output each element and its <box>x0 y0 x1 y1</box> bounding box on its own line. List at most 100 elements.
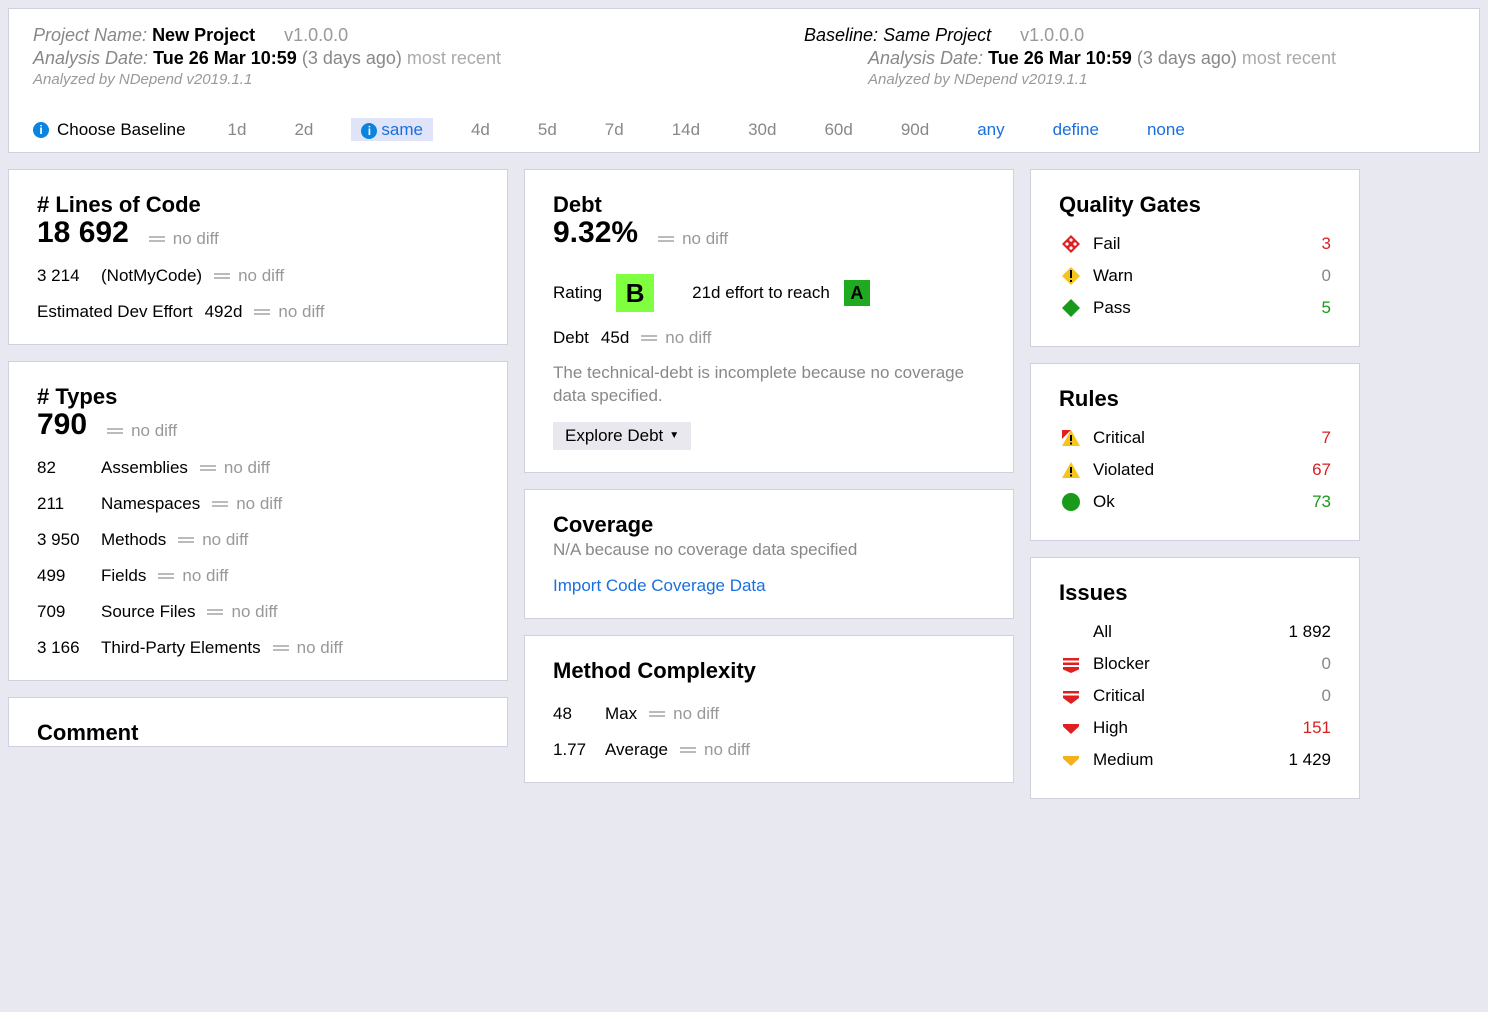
quality-gates-card: Quality Gates Fail 3 Warn 0 Pass5 <box>1030 169 1360 347</box>
stat-value: 3 <box>1271 234 1331 254</box>
baseline-option-14d[interactable]: 14d <box>662 118 710 141</box>
nodiff-icon <box>207 609 223 615</box>
types-row-label: Namespaces <box>101 494 200 514</box>
baseline-name: Same Project <box>883 25 991 45</box>
baseline-ago: (3 days ago) <box>1137 48 1237 68</box>
stat-row[interactable]: Fail 3 <box>1059 228 1331 260</box>
stat-row[interactable]: Pass5 <box>1059 292 1331 324</box>
baseline-option-4d[interactable]: 4d <box>461 118 500 141</box>
loc-value: 18 692 <box>37 216 129 250</box>
nodiff: no diff <box>680 740 750 760</box>
stat-label: Blocker <box>1093 654 1261 674</box>
baseline-analysis-date: Tue 26 Mar 10:59 <box>988 48 1132 68</box>
baseline-option-define[interactable]: define <box>1043 118 1109 141</box>
debt-pct: 9.32% <box>553 216 638 250</box>
stat-label: Ok <box>1093 492 1261 512</box>
stat-row[interactable]: All1 892 <box>1059 616 1331 648</box>
high-icon <box>1059 718 1083 738</box>
stat-value: 0 <box>1271 266 1331 286</box>
nodiff: no diff <box>149 229 219 249</box>
stat-label: Violated <box>1093 460 1261 480</box>
baseline-option-60d[interactable]: 60d <box>814 118 862 141</box>
baseline-option-1d[interactable]: 1d <box>218 118 257 141</box>
stat-row[interactable]: Critical 7 <box>1059 422 1331 454</box>
stat-label: Medium <box>1093 750 1261 770</box>
choose-baseline-label: Choose Baseline <box>57 120 186 140</box>
complexity-avg-val: 1.77 <box>553 740 593 760</box>
explore-debt-button[interactable]: Explore Debt ▼ <box>553 422 691 450</box>
baseline-option-none[interactable]: none <box>1137 118 1195 141</box>
analysis-ago: (3 days ago) <box>302 48 402 68</box>
baseline-recent: most recent <box>1242 48 1336 68</box>
baseline-option-any[interactable]: any <box>967 118 1014 141</box>
notmycode-val: 3 214 <box>37 266 89 286</box>
stat-row[interactable]: Ok 73 <box>1059 486 1331 518</box>
project-meta: Project Name: New Project v1.0.0.0 Analy… <box>33 25 744 88</box>
nodiff: no diff <box>214 266 284 286</box>
stat-label: Critical <box>1093 428 1261 448</box>
stat-row[interactable]: Warn 0 <box>1059 260 1331 292</box>
stat-label: Warn <box>1093 266 1261 286</box>
stat-value: 7 <box>1271 428 1331 448</box>
stat-row[interactable]: Medium 1 429 <box>1059 744 1331 776</box>
coverage-subtitle: N/A because no coverage data specified <box>553 540 985 560</box>
import-coverage-link[interactable]: Import Code Coverage Data <box>553 576 766 596</box>
baseline-option-5d[interactable]: 5d <box>528 118 567 141</box>
baseline-option-same[interactable]: isame <box>351 118 433 141</box>
project-version: v1.0.0.0 <box>284 25 348 45</box>
baseline-option-90d[interactable]: 90d <box>891 118 939 141</box>
rating-badge-a: A <box>844 280 870 306</box>
types-row-label: Third-Party Elements <box>101 638 261 658</box>
baseline-option-30d[interactable]: 30d <box>738 118 786 141</box>
debt-note: The technical-debt is incomplete because… <box>553 362 985 408</box>
types-row-val: 709 <box>37 602 89 622</box>
stat-row[interactable]: Blocker0 <box>1059 648 1331 680</box>
nodiff-icon <box>158 573 174 579</box>
analysis-date: Tue 26 Mar 10:59 <box>153 48 297 68</box>
nodiff: no diff <box>649 704 719 724</box>
fail-icon <box>1059 234 1083 254</box>
stat-row[interactable]: High151 <box>1059 712 1331 744</box>
types-row: 499Fieldsno diff <box>37 566 479 586</box>
nodiff: no diff <box>658 229 728 249</box>
types-row-label: Source Files <box>101 602 195 622</box>
complexity-avg-label: Average <box>605 740 668 760</box>
nodiff-icon <box>680 747 696 753</box>
warn-icon <box>1059 266 1083 286</box>
nodiff: no diff <box>212 494 282 514</box>
chevron-down-icon: ▼ <box>669 430 679 441</box>
stat-label: Fail <box>1093 234 1261 254</box>
medium-icon <box>1059 750 1083 770</box>
baseline-option-2d[interactable]: 2d <box>284 118 323 141</box>
info-icon: i <box>33 122 49 138</box>
coverage-title: Coverage <box>553 512 985 538</box>
stat-row[interactable]: Violated67 <box>1059 454 1331 486</box>
types-row-val: 3 950 <box>37 530 89 550</box>
nodiff: no diff <box>158 566 228 586</box>
issues-card: Issues All1 892Blocker0Critical0High151M… <box>1030 557 1360 799</box>
stat-row[interactable]: Critical0 <box>1059 680 1331 712</box>
effort-val: 492d <box>205 302 243 322</box>
rating-badge-b: B <box>616 274 654 312</box>
analysis-recent: most recent <box>407 48 501 68</box>
stat-value: 1 429 <box>1271 750 1331 770</box>
lines-of-code-card: # Lines of Code 18 692 no diff 3 214 (No… <box>8 169 508 345</box>
types-row-label: Fields <box>101 566 146 586</box>
effort-label: Estimated Dev Effort <box>37 302 193 322</box>
debt-title: Debt <box>553 192 985 218</box>
analyzed-by: Analyzed by NDepend v2019.1.1 <box>33 71 744 88</box>
types-card: # Types 790 no diff 82Assembliesno diff2… <box>8 361 508 681</box>
issues-title: Issues <box>1059 580 1331 606</box>
stat-value: 1 892 <box>1271 622 1331 642</box>
types-title: # Types <box>37 384 479 410</box>
coverage-card: Coverage N/A because no coverage data sp… <box>524 489 1014 619</box>
types-value: 790 <box>37 408 87 442</box>
quality-gates-title: Quality Gates <box>1059 192 1331 218</box>
nodiff-icon <box>254 309 270 315</box>
comment-title: Comment <box>37 720 479 746</box>
ok-icon <box>1059 492 1083 512</box>
nodiff-icon <box>212 501 228 507</box>
stat-value: 73 <box>1271 492 1331 512</box>
baseline-option-7d[interactable]: 7d <box>595 118 634 141</box>
rating-label: Rating <box>553 283 602 303</box>
